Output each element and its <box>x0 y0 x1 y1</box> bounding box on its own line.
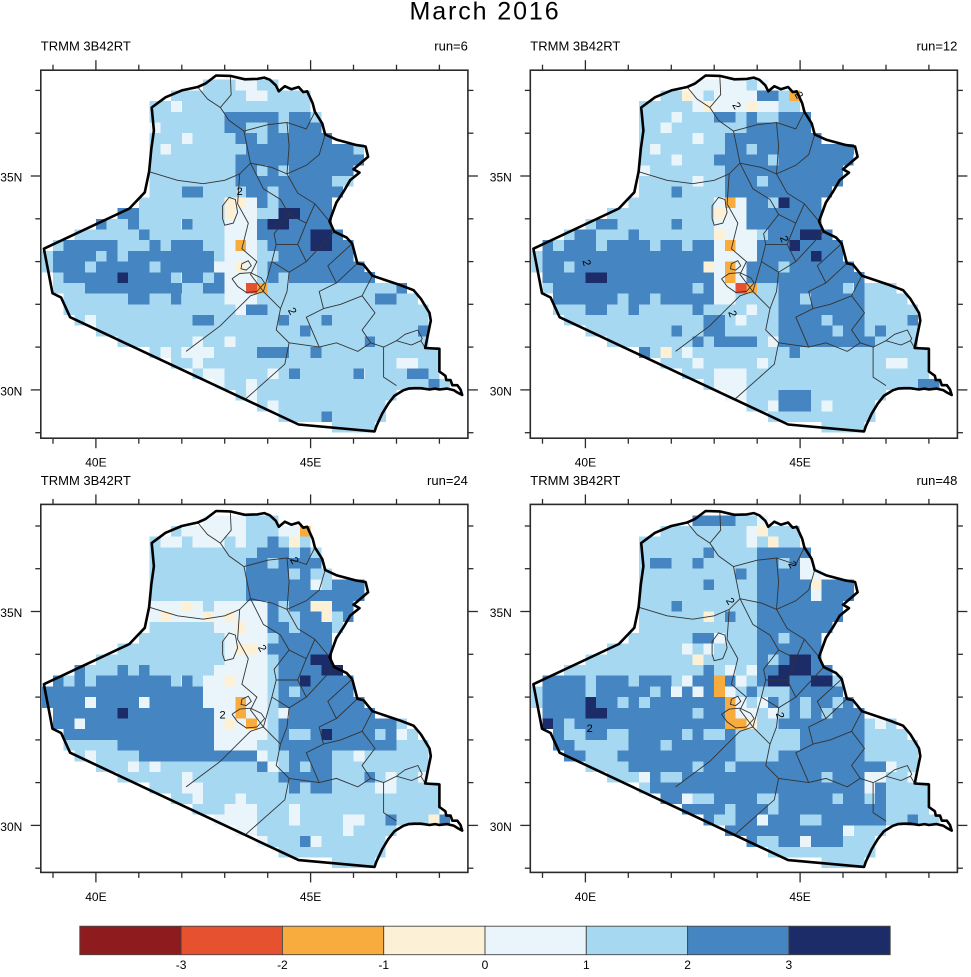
svg-text:run=24: run=24 <box>427 473 468 488</box>
svg-text:0: 0 <box>482 958 489 972</box>
svg-text:35N: 35N <box>490 606 512 620</box>
svg-text:TRMM 3B42RT: TRMM 3B42RT <box>530 473 620 488</box>
svg-text:2: 2 <box>792 90 805 101</box>
svg-text:35N: 35N <box>490 171 512 185</box>
svg-text:40E: 40E <box>575 456 596 470</box>
svg-text:2: 2 <box>785 559 798 570</box>
svg-text:45E: 45E <box>789 890 810 904</box>
svg-text:30N: 30N <box>490 384 512 398</box>
svg-text:2: 2 <box>723 596 736 607</box>
svg-text:2: 2 <box>729 100 742 111</box>
svg-text:2: 2 <box>237 186 243 198</box>
svg-text:-1: -1 <box>378 958 389 972</box>
svg-text:45E: 45E <box>789 456 810 470</box>
svg-text:2: 2 <box>777 234 790 244</box>
svg-text:March 2016: March 2016 <box>409 0 560 26</box>
svg-text:TRMM 3B42RT: TRMM 3B42RT <box>41 39 131 54</box>
svg-text:35N: 35N <box>0 171 22 185</box>
svg-text:run=6: run=6 <box>434 39 468 54</box>
svg-text:run=12: run=12 <box>917 39 958 54</box>
svg-text:30N: 30N <box>0 820 22 834</box>
svg-text:TRMM 3B42RT: TRMM 3B42RT <box>530 39 620 54</box>
svg-text:2: 2 <box>220 710 226 722</box>
svg-text:45E: 45E <box>300 890 321 904</box>
svg-text:40E: 40E <box>575 890 596 904</box>
svg-text:2: 2 <box>684 958 691 972</box>
svg-text:-2: -2 <box>277 958 288 972</box>
svg-text:2: 2 <box>285 306 298 317</box>
svg-text:2: 2 <box>580 258 593 267</box>
svg-text:40E: 40E <box>85 890 106 904</box>
svg-text:30N: 30N <box>490 820 512 834</box>
svg-text:run=48: run=48 <box>917 473 958 488</box>
svg-text:TRMM 3B42RT: TRMM 3B42RT <box>41 473 131 488</box>
svg-text:2: 2 <box>287 555 300 566</box>
svg-text:2: 2 <box>725 309 738 319</box>
svg-text:30N: 30N <box>0 384 22 398</box>
svg-text:40E: 40E <box>85 456 106 470</box>
svg-text:2: 2 <box>255 643 268 654</box>
svg-text:1: 1 <box>583 958 590 972</box>
svg-text:2: 2 <box>773 711 786 720</box>
svg-text:-3: -3 <box>176 958 187 972</box>
svg-text:3: 3 <box>786 958 793 972</box>
svg-text:2: 2 <box>587 723 593 735</box>
svg-text:35N: 35N <box>0 606 22 620</box>
svg-text:45E: 45E <box>300 456 321 470</box>
